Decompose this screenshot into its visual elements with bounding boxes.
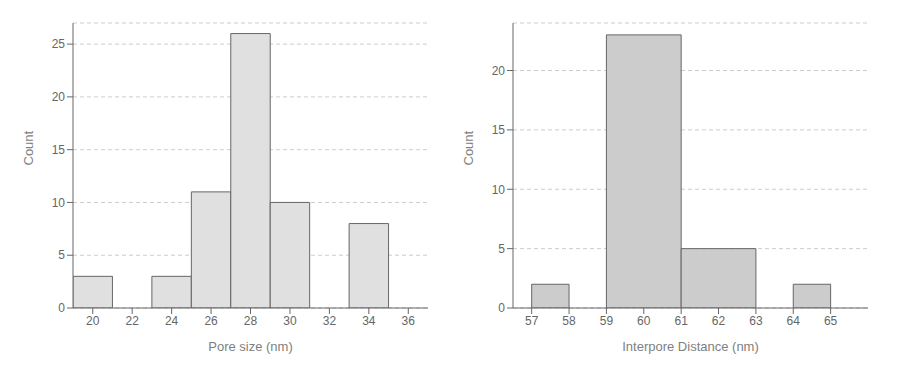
svg-text:15: 15 <box>492 123 506 137</box>
svg-text:34: 34 <box>362 314 376 328</box>
svg-text:20: 20 <box>52 90 66 104</box>
svg-text:Interpore Distance (nm): Interpore Distance (nm) <box>622 339 759 354</box>
svg-text:0: 0 <box>498 301 505 315</box>
svg-text:Pore size (nm): Pore size (nm) <box>208 339 293 354</box>
svg-text:58: 58 <box>562 314 576 328</box>
svg-text:5: 5 <box>498 242 505 256</box>
svg-text:30: 30 <box>283 314 297 328</box>
svg-text:22: 22 <box>125 314 139 328</box>
svg-text:36: 36 <box>402 314 416 328</box>
svg-text:59: 59 <box>600 314 614 328</box>
svg-text:10: 10 <box>52 196 66 210</box>
svg-text:5: 5 <box>58 248 65 262</box>
svg-text:28: 28 <box>244 314 258 328</box>
svg-text:25: 25 <box>52 37 66 51</box>
svg-text:20: 20 <box>492 64 506 78</box>
svg-text:20: 20 <box>86 314 100 328</box>
svg-text:60: 60 <box>637 314 651 328</box>
svg-text:65: 65 <box>824 314 838 328</box>
svg-text:10: 10 <box>492 183 506 197</box>
svg-text:Count: Count <box>21 130 36 165</box>
svg-text:26: 26 <box>204 314 218 328</box>
svg-text:15: 15 <box>52 143 66 157</box>
svg-text:Count: Count <box>461 130 476 165</box>
svg-text:57: 57 <box>525 314 539 328</box>
svg-text:61: 61 <box>674 314 688 328</box>
svg-text:0: 0 <box>58 301 65 315</box>
svg-text:63: 63 <box>749 314 763 328</box>
svg-text:32: 32 <box>323 314 337 328</box>
svg-text:24: 24 <box>165 314 179 328</box>
svg-text:62: 62 <box>712 314 726 328</box>
svg-text:64: 64 <box>787 314 801 328</box>
